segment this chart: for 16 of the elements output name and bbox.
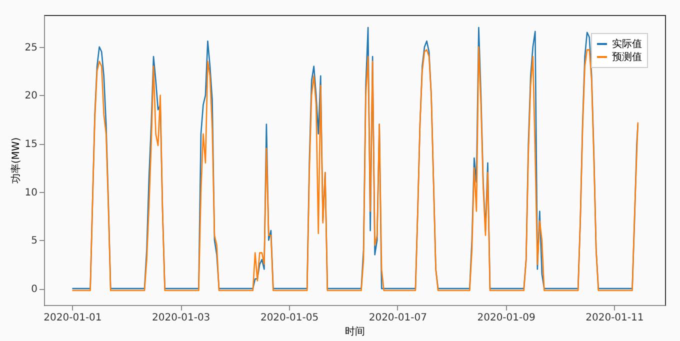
x-tick-label: 2020-01-11 <box>586 312 644 324</box>
legend-label: 预测值 <box>612 51 642 63</box>
x-tick-label: 2020-01-01 <box>44 312 102 324</box>
y-tick-label: 0 <box>31 284 38 296</box>
x-tick-label: 2020-01-07 <box>368 312 427 324</box>
y-tick-label: 20 <box>24 90 38 102</box>
y-tick-label: 25 <box>24 42 38 54</box>
legend-label: 实际值 <box>612 38 642 50</box>
x-tick-label: 2020-01-05 <box>260 312 319 324</box>
y-axis-title: 功率(MW) <box>10 137 22 184</box>
x-axis-title: 时间 <box>345 326 365 338</box>
x-tick-label: 2020-01-09 <box>477 312 536 324</box>
y-tick-label: 5 <box>31 236 38 247</box>
x-tick-label: 2020-01-03 <box>152 312 210 324</box>
y-tick-label: 15 <box>24 139 38 150</box>
y-tick-label: 10 <box>24 187 38 198</box>
